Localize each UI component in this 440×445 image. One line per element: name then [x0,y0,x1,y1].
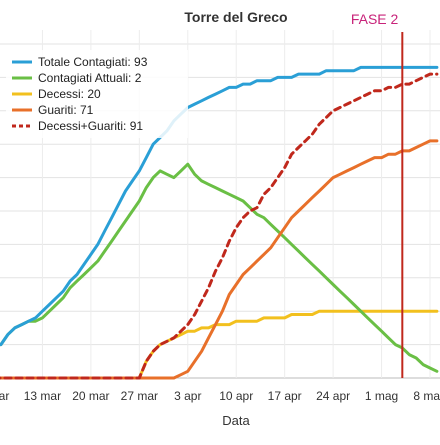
x-tick-label: 13 mar [24,389,61,403]
x-tick-label: 20 mar [72,389,109,403]
legend-box [6,50,188,138]
annotations: FASE 2 [351,11,404,378]
x-tick-labels: 6 mar 13 mar 20 mar 27 mar 3 apr 10 apr 17 apr… [0,389,440,403]
legend-label: Totale Contagiati: 93 [38,55,148,69]
series-line [0,65,439,347]
x-axis-label: Data [222,413,250,428]
legend-label: Contagiati Attuali: 2 [38,71,142,85]
x-tick-label: 17 apr [268,389,302,403]
series-line [0,139,439,380]
x-tick-label: 8 mag [413,389,440,403]
x-tick-label: 10 apr [219,389,253,403]
x-tick-label: 3 apr [174,389,201,403]
series-line [0,72,439,380]
legend-label: Decessi: 20 [38,87,101,101]
x-tick-label: 27 mar [121,389,158,403]
x-tick-label: 6 mar [0,389,9,403]
series-lines [0,65,439,380]
annotation-label: FASE 2 [351,11,399,27]
legend: Totale Contagiati: 93 Contagiati Attuali:… [6,50,188,138]
legend-label: Decessi+Guariti: 91 [38,119,143,133]
series-line [0,162,439,373]
legend-label: Guariti: 71 [38,103,94,117]
chart-title: Torre del Greco [184,9,287,25]
x-tick-label: 24 apr [316,389,350,403]
x-tick-label: 1 mag [365,389,398,403]
